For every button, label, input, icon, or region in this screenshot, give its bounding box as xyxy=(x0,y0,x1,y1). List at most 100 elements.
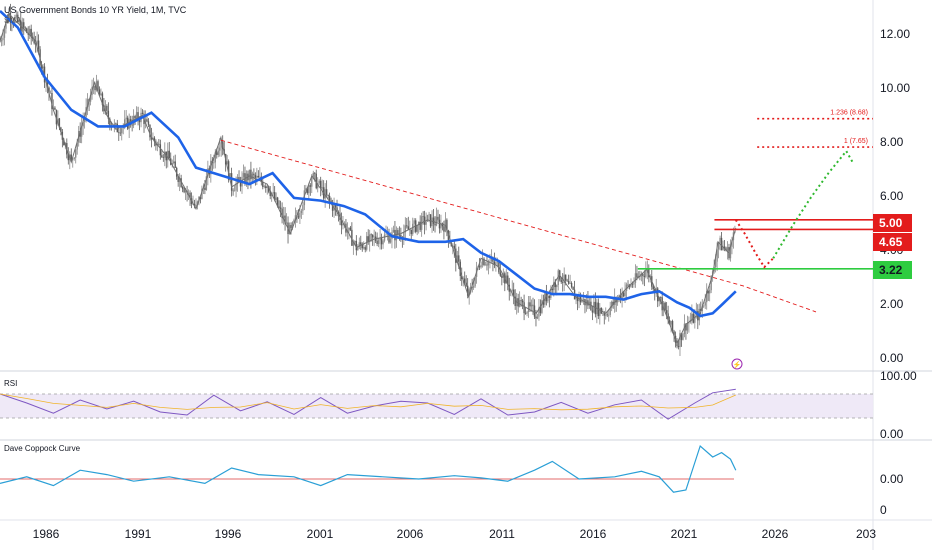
candle-body xyxy=(0,41,1,42)
candle-body xyxy=(455,248,457,263)
candle-body xyxy=(472,286,475,288)
candle-body xyxy=(538,307,540,317)
candle-body xyxy=(284,215,286,224)
candle-body xyxy=(440,223,442,229)
rsi-pane-label[interactable]: RSI xyxy=(4,379,18,388)
candle-body xyxy=(624,290,626,297)
candle-body xyxy=(425,221,427,225)
candle-body xyxy=(716,249,718,262)
candle-body xyxy=(664,302,666,311)
candle-body xyxy=(640,273,643,277)
candle-body xyxy=(521,300,524,303)
candle-body xyxy=(49,93,52,94)
candle-body xyxy=(214,152,216,163)
candle-body xyxy=(324,189,326,199)
candle-body xyxy=(79,131,81,137)
candle-body xyxy=(631,283,634,285)
candle-body xyxy=(248,169,251,181)
candle-body xyxy=(257,175,260,178)
candle-body xyxy=(686,323,689,331)
candle-body xyxy=(195,205,197,207)
candle-body xyxy=(495,262,497,265)
candle-body xyxy=(319,180,322,189)
candle-body xyxy=(251,173,254,180)
candle-body xyxy=(493,261,496,265)
fib-1-label: 1 (7.65) xyxy=(844,138,868,145)
candle-body xyxy=(619,295,622,300)
candle-body xyxy=(67,154,69,161)
candle-body xyxy=(388,234,390,243)
candle-body xyxy=(616,298,619,303)
candle-body xyxy=(622,292,625,297)
coppock-pane-label[interactable]: Dave Coppock Curve xyxy=(4,444,81,453)
candle-body xyxy=(201,188,203,200)
candle-body xyxy=(452,245,454,247)
candle-body xyxy=(106,105,108,111)
candle-body xyxy=(51,93,53,109)
candle-body xyxy=(269,191,271,197)
candle-body xyxy=(661,297,663,311)
candle-body xyxy=(273,192,276,200)
candle-body xyxy=(541,300,543,313)
candle-body xyxy=(487,261,490,266)
candle-body xyxy=(446,219,448,231)
candle-body xyxy=(673,331,675,336)
price-tick: 6.00 xyxy=(880,189,904,203)
time-tick: 2021 xyxy=(671,527,698,541)
candle-body xyxy=(496,262,499,263)
candle-body xyxy=(177,176,179,182)
candle-body xyxy=(368,234,371,243)
candle-body xyxy=(490,258,493,262)
time-tick: 1996 xyxy=(215,527,242,541)
candle-body xyxy=(570,283,573,287)
candle-body xyxy=(46,82,49,88)
candle-body xyxy=(679,333,681,348)
time-tick: 2026 xyxy=(762,527,789,541)
time-tick: 2011 xyxy=(489,527,515,541)
candle-body xyxy=(285,222,288,224)
time-tick: 203 xyxy=(856,527,876,541)
candle-body xyxy=(230,173,233,191)
candle-body xyxy=(358,242,360,247)
candle-body xyxy=(26,28,28,33)
sma-legend-label[interactable]: SMA xyxy=(4,16,22,25)
event-flash-icon[interactable]: ⚡ xyxy=(731,358,743,370)
candle-body xyxy=(115,123,117,125)
candle-body xyxy=(688,322,690,324)
candle-body xyxy=(63,139,65,146)
candle-body xyxy=(34,43,37,45)
candle-body xyxy=(75,149,77,158)
candle-body xyxy=(60,127,62,132)
fib-1236-label: 1.236 (8.68) xyxy=(830,110,868,117)
candle-body xyxy=(662,302,665,311)
candle-body xyxy=(205,176,208,190)
candle-body xyxy=(178,178,181,182)
candle-body xyxy=(48,87,50,94)
candle-body xyxy=(302,205,304,211)
candle-body xyxy=(613,297,616,305)
symbol-title[interactable]: US Government Bonds 10 YR Yield, 1M, TVC xyxy=(4,5,187,15)
candle-body xyxy=(168,150,170,159)
candle-body xyxy=(382,240,384,245)
candle-body xyxy=(187,192,190,194)
candle-body xyxy=(294,215,297,220)
candle-body xyxy=(288,225,291,235)
candle-body xyxy=(58,118,61,128)
candle-body xyxy=(89,94,92,102)
candle-body xyxy=(18,20,21,23)
candle-body xyxy=(216,152,218,155)
candle-body xyxy=(683,323,686,335)
candle-body xyxy=(581,300,583,303)
svg-text:⚡: ⚡ xyxy=(733,360,742,369)
candle-body xyxy=(340,219,343,226)
candle-body xyxy=(229,173,231,180)
candle-body xyxy=(539,307,542,313)
candle-body xyxy=(314,172,316,174)
price-tick: 0.00 xyxy=(880,351,904,365)
candle-body xyxy=(8,12,10,22)
candle-body xyxy=(121,128,123,134)
svg-text:4.65: 4.65 xyxy=(879,235,903,249)
candle-body xyxy=(162,157,165,158)
candle-body xyxy=(173,161,175,164)
